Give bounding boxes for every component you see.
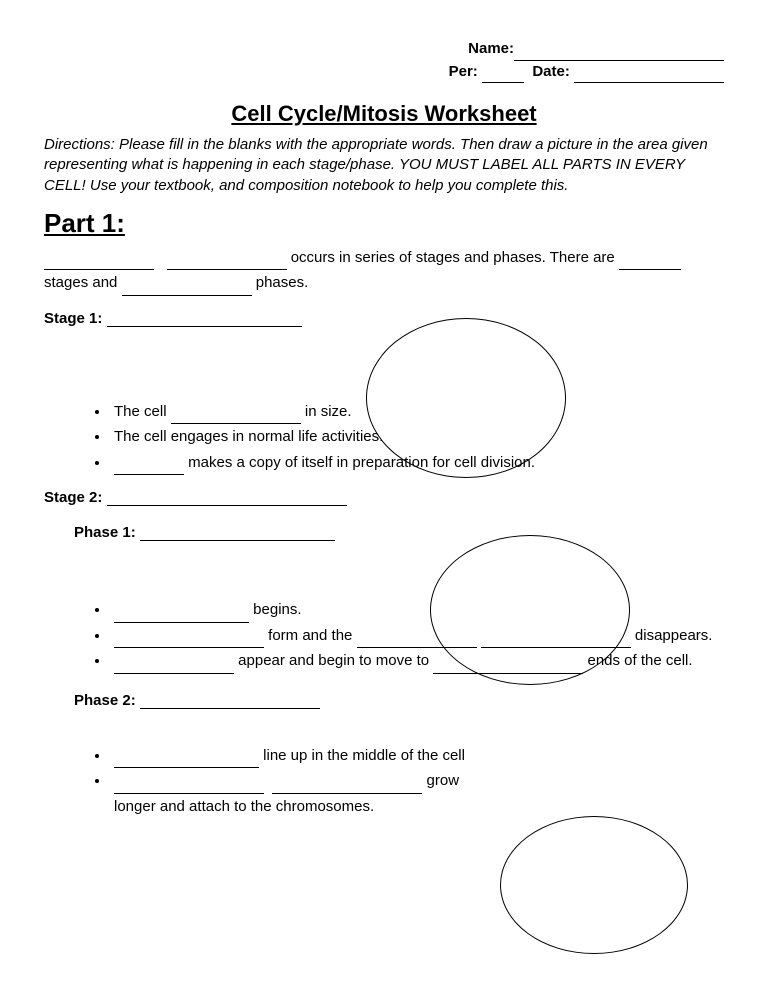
- intro-blank-4[interactable]: [122, 282, 252, 296]
- stage2-label-text: Stage 2:: [44, 489, 107, 506]
- bullet-blank[interactable]: [114, 660, 234, 674]
- cell-drawing-area[interactable]: [366, 318, 566, 478]
- bullet-text: appear and begin to move to: [234, 652, 433, 669]
- bullet-text: The cell engages in normal life activiti…: [114, 428, 383, 445]
- phase2-blank[interactable]: [140, 695, 320, 709]
- intro-text-2: stages and: [44, 274, 122, 291]
- stage1-label-text: Stage 1:: [44, 310, 107, 327]
- phase1-bullets: begins. form and the disappears. appear …: [110, 597, 724, 674]
- bullet-blank[interactable]: [171, 410, 301, 424]
- bullet-blank[interactable]: [114, 634, 264, 648]
- bullet-blank[interactable]: [272, 780, 422, 794]
- date-line[interactable]: [574, 68, 724, 83]
- phase1-label-text: Phase 1:: [74, 524, 140, 541]
- phase1-label: Phase 1:: [74, 524, 724, 541]
- list-item: grow longer and attach to the chromosome…: [110, 768, 474, 819]
- date-label: Date:: [532, 63, 570, 80]
- intro-text-1: occurs in series of stages and phases. T…: [291, 249, 619, 266]
- bullet-text: The cell: [114, 403, 171, 420]
- stage1-label: Stage 1:: [44, 310, 724, 327]
- phase2-bullets: line up in the middle of the cell grow l…: [110, 743, 474, 820]
- bullet-blank[interactable]: [114, 461, 184, 475]
- intro-blank-3[interactable]: [619, 256, 681, 270]
- stage2-label: Stage 2:: [44, 489, 724, 506]
- per-label: Per:: [449, 63, 478, 80]
- bullet-text: begins.: [249, 601, 302, 618]
- bullet-text: disappears.: [631, 627, 713, 644]
- cell-drawing-area[interactable]: [430, 535, 630, 685]
- bullet-blank[interactable]: [114, 754, 259, 768]
- per-line[interactable]: [482, 68, 524, 83]
- intro-blank-1[interactable]: [44, 256, 154, 270]
- part1-title: Part 1:: [44, 208, 724, 239]
- intro-paragraph: occurs in series of stages and phases. T…: [44, 245, 724, 296]
- directions-text: Please fill in the blanks with the appro…: [44, 136, 708, 194]
- phase2-label: Phase 2:: [74, 692, 724, 709]
- directions: Directions: Please fill in the blanks wi…: [44, 135, 724, 196]
- bullet-blank[interactable]: [114, 780, 264, 794]
- intro-blank-2[interactable]: [167, 256, 287, 270]
- worksheet-title: Cell Cycle/Mitosis Worksheet: [44, 101, 724, 127]
- stage1-blank[interactable]: [107, 313, 302, 327]
- bullet-text: line up in the middle of the cell: [259, 747, 465, 764]
- phase2-label-text: Phase 2:: [74, 692, 140, 709]
- list-item: appear and begin to move to ends of the …: [110, 648, 724, 674]
- directions-label: Directions:: [44, 136, 115, 153]
- stage2-blank[interactable]: [107, 492, 347, 506]
- bullet-blank[interactable]: [114, 609, 249, 623]
- bullet-text: form and the: [264, 627, 357, 644]
- list-item: form and the disappears.: [110, 623, 724, 649]
- name-label: Name:: [468, 40, 514, 57]
- name-line[interactable]: [514, 46, 724, 61]
- header-fields: Name: Per: Date:: [44, 38, 724, 83]
- list-item: begins.: [110, 597, 724, 623]
- bullet-text: grow: [422, 772, 459, 789]
- bullet-text: in size.: [301, 403, 352, 420]
- phase1-blank[interactable]: [140, 527, 335, 541]
- cell-drawing-area[interactable]: [500, 816, 688, 954]
- list-item: line up in the middle of the cell: [110, 743, 474, 769]
- intro-text-3: phases.: [256, 274, 309, 291]
- bullet-text: longer and attach to the chromosomes.: [114, 794, 474, 820]
